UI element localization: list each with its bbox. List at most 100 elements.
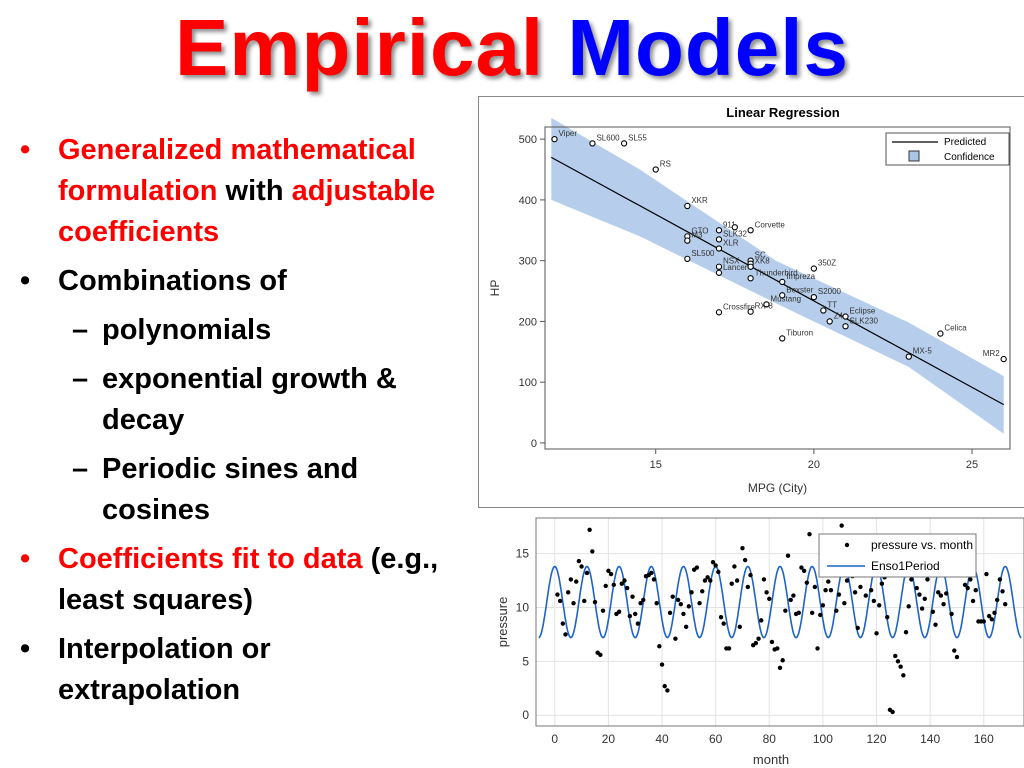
- pressure-point: [952, 648, 957, 653]
- point-label: SLK230: [850, 316, 879, 325]
- pressure-point: [925, 577, 930, 582]
- pressure-point: [616, 609, 622, 614]
- pressure-point: [702, 578, 708, 583]
- data-point: [715, 236, 723, 243]
- pressure-point: [681, 611, 686, 617]
- point-label: GTO: [691, 226, 708, 235]
- pressure-point: [868, 588, 874, 593]
- pressure-point: [799, 565, 804, 570]
- pressure-point: [885, 614, 890, 620]
- x-tick-label: 160: [974, 732, 994, 746]
- dash-marker: –: [72, 314, 89, 346]
- pressure-point: [557, 598, 563, 604]
- y-tick-label: 100: [519, 377, 537, 389]
- pressure-point: [917, 592, 922, 597]
- pressure-point: [576, 558, 582, 564]
- pressure-point: [627, 613, 633, 619]
- pressure-point: [590, 549, 595, 554]
- legend-box: [885, 132, 1010, 166]
- data-point: [589, 140, 596, 147]
- plot-frame: [535, 517, 1024, 727]
- point-label: Corvette: [755, 220, 786, 229]
- dash-marker: –: [72, 453, 89, 485]
- confidence-band: [551, 117, 1004, 434]
- point-label: SC: [755, 251, 766, 260]
- pressure-point: [863, 593, 869, 598]
- pressure-point: [633, 611, 638, 617]
- pressure-point: [675, 597, 681, 603]
- pressure-point: [796, 610, 801, 616]
- pressure-point: [981, 619, 986, 624]
- pressure-point: [740, 545, 745, 551]
- pressure-point: [992, 610, 997, 616]
- pressure-point: [855, 625, 860, 631]
- point-label: Tiburon: [786, 328, 813, 337]
- pressure-point: [563, 632, 568, 637]
- pressure-point: [662, 683, 667, 689]
- pressure-point: [697, 600, 702, 606]
- y-tick-label: 0: [522, 708, 529, 722]
- pressure-point: [935, 590, 941, 595]
- point-label: MX-5: [913, 347, 933, 356]
- data-point: [937, 330, 944, 337]
- point-label: SL600: [596, 133, 620, 142]
- dash-marker: –: [72, 363, 89, 395]
- pressure-point: [895, 659, 901, 664]
- pressure-point: [753, 640, 759, 646]
- bullet-item: • Generalized mathematical formulation wi…: [18, 130, 458, 253]
- x-tick-label: 20: [808, 459, 820, 471]
- pressure-point: [729, 581, 734, 586]
- pressure-point: [941, 602, 946, 607]
- pressure-point: [565, 590, 571, 595]
- pressure-point: [879, 581, 885, 586]
- data-point: [747, 308, 754, 315]
- pressure-point: [651, 577, 657, 582]
- point-label: Crossfire: [723, 302, 756, 311]
- bullet-marker: •: [20, 633, 31, 665]
- data-point: [905, 353, 912, 360]
- bullet-text: polynomials: [102, 314, 272, 346]
- pressure-point: [893, 653, 898, 659]
- pressure-point: [909, 577, 914, 582]
- pressure-point: [598, 652, 603, 658]
- pressure-point: [919, 606, 925, 611]
- pressure-point: [823, 588, 828, 593]
- pressure-point: [700, 589, 705, 594]
- pressure-point: [742, 557, 748, 563]
- data-point: [684, 255, 691, 262]
- data-point: [620, 140, 628, 147]
- pressure-point: [839, 523, 844, 528]
- point-label: SLK32: [723, 229, 748, 238]
- pressure-month-svg: 0 5 10 15 0 20 40 60 80 100 120 140 160 month pressure…: [495, 517, 1024, 767]
- slide-title: Empirical Models: [0, 2, 1024, 94]
- pressure-point: [986, 613, 992, 619]
- data-point: [652, 166, 659, 173]
- pressure-point: [785, 553, 791, 558]
- pressure-point: [930, 609, 936, 614]
- pressure-point: [568, 577, 574, 582]
- y-tick-label: 10: [516, 600, 530, 614]
- pressure-point: [716, 569, 721, 575]
- data-point: [715, 269, 723, 276]
- point-label: Mustang: [770, 294, 801, 303]
- pressure-point: [874, 631, 879, 636]
- point-label: Z4: [834, 311, 844, 320]
- y-tick-label: 200: [519, 316, 537, 328]
- point-label: 911: [723, 220, 736, 229]
- pressure-point: [686, 604, 692, 609]
- x-tick-label: 140: [920, 732, 940, 746]
- point-label: NSX: [723, 257, 740, 266]
- point-label: M3: [691, 231, 703, 240]
- pressure-point: [890, 709, 895, 715]
- data-point: [779, 335, 786, 342]
- x-tick-label: 80: [763, 732, 777, 746]
- pressure-month-chart: 0 5 10 15 0 20 40 60 80 100 120 140 160 month pressure…: [487, 512, 1024, 768]
- pressure-point: [826, 579, 831, 584]
- pressure-point: [574, 579, 579, 584]
- pressure-point: [611, 582, 616, 588]
- data-point: [684, 202, 691, 210]
- pressure-point: [721, 621, 726, 626]
- data-point: [551, 136, 558, 143]
- pressure-point: [984, 571, 989, 577]
- pressure-point: [769, 639, 775, 645]
